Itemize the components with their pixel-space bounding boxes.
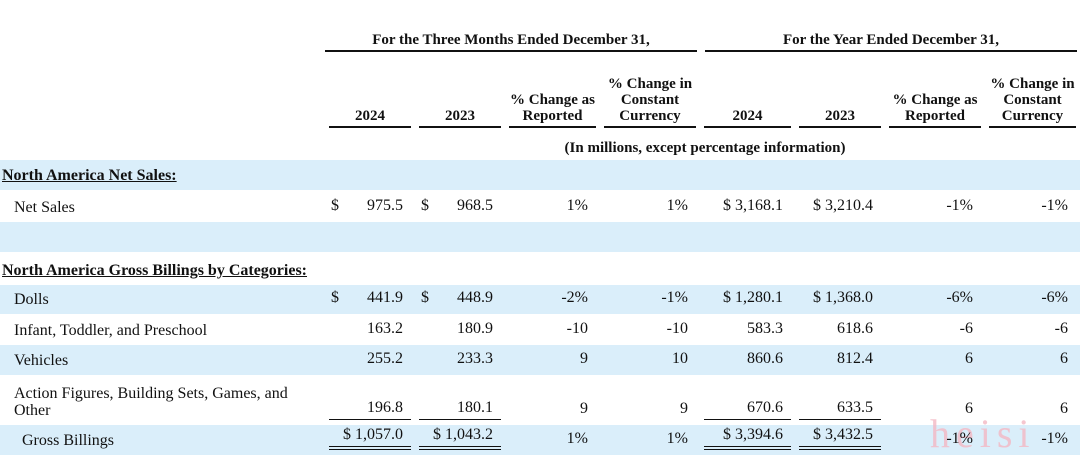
group-header: For the Year Ended December 31, bbox=[705, 32, 1077, 52]
cell: -6 bbox=[1054, 320, 1068, 337]
cell: 6 bbox=[1060, 400, 1068, 417]
cell: 180.9 bbox=[457, 320, 493, 337]
cell: -2% bbox=[561, 289, 588, 306]
cell: 6 bbox=[965, 400, 973, 417]
cell: $ 3,210.4 bbox=[813, 197, 873, 214]
cell: 583.3 bbox=[747, 320, 783, 337]
column-header: % Change in Constant Currency bbox=[604, 56, 696, 128]
cell: 618.6 bbox=[837, 320, 873, 337]
cell: 633.5 bbox=[799, 375, 881, 420]
cell: $ 1,057.0 bbox=[329, 425, 411, 450]
cell: $448.9 bbox=[419, 285, 501, 309]
section-label: North America Net Sales: bbox=[2, 167, 177, 184]
cell: -10 bbox=[566, 320, 588, 337]
cell: $975.5 bbox=[329, 190, 411, 217]
column-header: 2024 bbox=[329, 56, 411, 128]
cell: 180.1 bbox=[419, 375, 501, 420]
currency: $ bbox=[331, 197, 339, 214]
cell: 10 bbox=[672, 350, 688, 367]
cell: -1% bbox=[661, 289, 688, 306]
column-header: % Change as Reported bbox=[889, 56, 981, 128]
band bbox=[0, 222, 1080, 252]
cell: 1% bbox=[666, 430, 688, 447]
column-header: % Change in Constant Currency bbox=[989, 56, 1076, 128]
cell: -1% bbox=[946, 430, 973, 447]
cell: -10 bbox=[666, 320, 688, 337]
value: 968.5 bbox=[457, 197, 493, 214]
cell: 196.8 bbox=[329, 375, 411, 420]
cell: 9 bbox=[580, 350, 588, 367]
row-label: Net Sales bbox=[14, 199, 75, 216]
cell: 163.2 bbox=[367, 320, 403, 337]
band bbox=[0, 345, 1080, 375]
cell: $ 3,394.6 bbox=[704, 425, 791, 450]
band bbox=[0, 285, 1080, 314]
cell: 233.3 bbox=[457, 350, 493, 367]
cell: $441.9 bbox=[329, 285, 411, 309]
row-label: Vehicles bbox=[14, 352, 69, 369]
currency: $ bbox=[421, 289, 429, 306]
value: 441.9 bbox=[367, 289, 403, 306]
note: (In millions, except percentage informat… bbox=[564, 140, 846, 156]
row-label: Dolls bbox=[14, 291, 49, 308]
cell: $ 3,168.1 bbox=[723, 197, 783, 214]
row-label: Action Figures, Building Sets, Games, an… bbox=[14, 385, 288, 419]
cell: 1% bbox=[566, 430, 588, 447]
cell: -1% bbox=[946, 197, 973, 214]
cell: $ 3,432.5 bbox=[799, 425, 881, 450]
value: 448.9 bbox=[457, 289, 493, 306]
cell: -6% bbox=[1041, 289, 1068, 306]
cell: -6 bbox=[959, 320, 973, 337]
cell: 255.2 bbox=[367, 350, 403, 367]
cell: 860.6 bbox=[747, 350, 783, 367]
cell: $ 1,043.2 bbox=[419, 425, 501, 450]
currency: $ bbox=[331, 289, 339, 306]
value: 975.5 bbox=[367, 197, 403, 214]
cell: 6 bbox=[965, 350, 973, 367]
column-header: 2024 bbox=[704, 56, 791, 128]
watermark: heisi bbox=[930, 411, 1036, 456]
row-label: Infant, Toddler, and Preschool bbox=[14, 322, 208, 339]
cell: 1% bbox=[566, 197, 588, 214]
column-header: 2023 bbox=[419, 56, 501, 128]
band bbox=[0, 160, 1080, 190]
column-header: % Change as Reported bbox=[509, 56, 596, 128]
row-label: Gross Billings bbox=[22, 432, 115, 449]
cell: 9 bbox=[680, 400, 688, 417]
cell: -6% bbox=[946, 289, 973, 306]
currency: $ bbox=[421, 197, 429, 214]
band bbox=[0, 425, 1080, 455]
cell: $ 1,368.0 bbox=[813, 289, 873, 306]
cell: $ 1,280.1 bbox=[723, 289, 783, 306]
cell: -1% bbox=[1041, 430, 1068, 447]
group-header: For the Three Months Ended December 31, bbox=[325, 32, 697, 52]
cell: -1% bbox=[1041, 197, 1068, 214]
cell: 9 bbox=[580, 400, 588, 417]
cell: $968.5 bbox=[419, 190, 501, 217]
cell: 1% bbox=[666, 197, 688, 214]
cell: 812.4 bbox=[837, 350, 873, 367]
section-label: North America Gross Billings by Categori… bbox=[2, 262, 308, 279]
cell: 670.6 bbox=[704, 375, 791, 420]
column-header: 2023 bbox=[799, 56, 881, 128]
cell: 6 bbox=[1060, 350, 1068, 367]
